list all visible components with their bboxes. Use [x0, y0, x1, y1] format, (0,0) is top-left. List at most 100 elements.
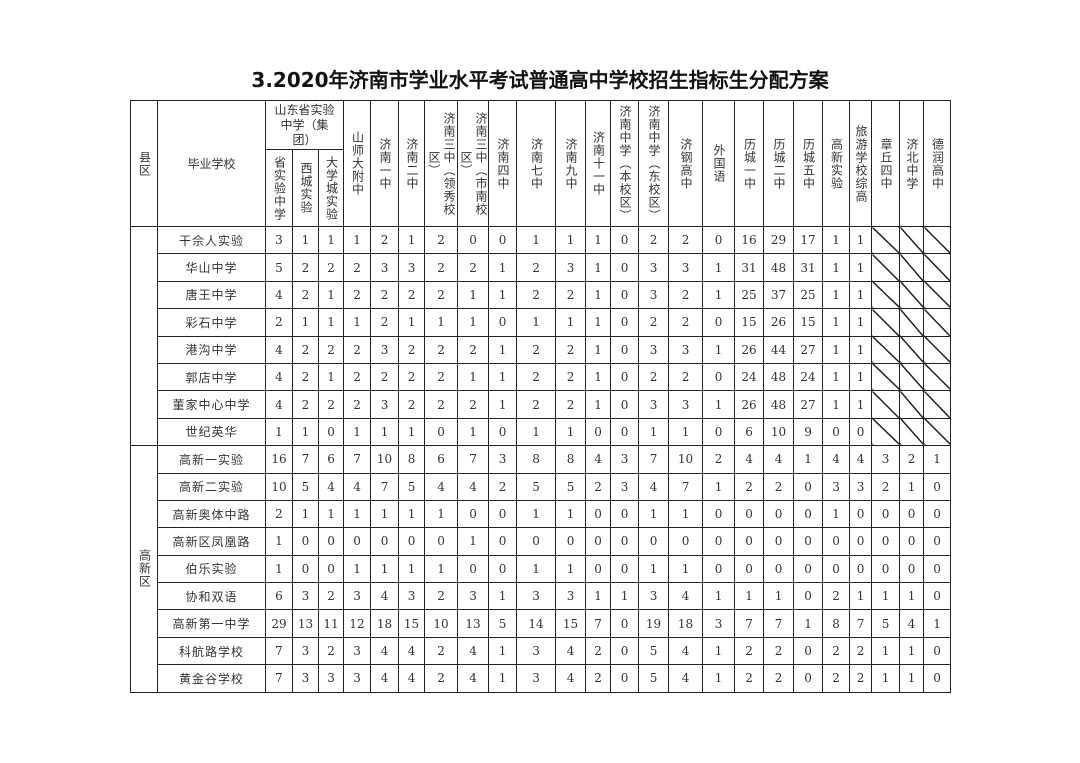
quota-cell: 1 — [317, 308, 345, 337]
quota-cell: 4 — [734, 445, 765, 474]
quota-cell: 2 — [398, 362, 426, 392]
not-applicable-cell — [899, 308, 925, 337]
quota-cell: 2 — [317, 582, 345, 611]
not-applicable-cell — [899, 280, 925, 310]
quota-cell: 2 — [265, 499, 293, 529]
not-applicable-cell — [871, 280, 901, 310]
quota-cell: 2 — [668, 308, 704, 337]
quota-cell: 1 — [849, 582, 873, 611]
school-name: 干佘人实验 — [157, 225, 266, 255]
quota-cell: 0 — [292, 527, 319, 556]
quota-cell: 1 — [370, 417, 400, 447]
quota-cell: 2 — [265, 308, 293, 337]
quota-cell: 3 — [610, 472, 640, 501]
table-row: 科航路学校 7 3 2 3 4 4 2 4 1 3 4 2 0 5 4 1 2 2 0 2 2 1 1 0 — [131, 636, 952, 666]
quota-cell: 4 — [849, 445, 873, 474]
quota-cell: 2 — [317, 253, 345, 282]
quota-cell: 0 — [763, 499, 795, 529]
quota-cell: 2 — [292, 253, 319, 282]
quota-cell: 0 — [822, 554, 851, 584]
quota-cell: 3 — [343, 636, 372, 666]
quota-cell: 1 — [265, 554, 293, 584]
quota-cell: 0 — [734, 554, 765, 584]
header-column-label: 旅游学校综高 — [854, 124, 869, 203]
quota-cell: 0 — [610, 499, 640, 529]
quota-cell: 27 — [793, 390, 824, 419]
quota-cell: 5 — [398, 472, 426, 501]
quota-cell: 2 — [899, 445, 925, 474]
quota-cell: 1 — [702, 664, 736, 693]
quota-cell: 3 — [370, 335, 400, 364]
quota-cell: 7 — [265, 664, 293, 693]
quota-cell: 3 — [457, 582, 490, 611]
quota-cell: 2 — [317, 390, 345, 419]
quota-cell: 3 — [265, 225, 293, 255]
header-column-label: 高新实验 — [829, 137, 844, 190]
quota-cell: 0 — [488, 554, 518, 584]
header-column: 山师大附中 — [343, 100, 372, 227]
quota-cell: 1 — [585, 308, 612, 337]
header-column: 济南四中 — [488, 100, 518, 227]
quota-cell: 0 — [610, 664, 640, 693]
quota-cell: 4 — [265, 390, 293, 419]
quota-cell: 2 — [398, 390, 426, 419]
quota-cell: 1 — [822, 308, 851, 337]
quota-cell: 2 — [516, 253, 557, 282]
quota-cell: 19 — [638, 609, 670, 638]
quota-cell: 2 — [424, 582, 459, 611]
not-applicable-cell — [923, 308, 952, 337]
quota-cell: 0 — [610, 225, 640, 255]
quota-cell: 0 — [734, 527, 765, 556]
quota-cell: 0 — [488, 225, 518, 255]
quota-cell: 2 — [370, 362, 400, 392]
quota-cell: 0 — [793, 636, 824, 666]
table-body: 干佘人实验 3 1 1 1 2 1 2 0 0 1 1 1 0 2 2 0 16 29 17 1 1 华山中学 5 2 2 2 3 3 2… — [130, 225, 952, 693]
quota-cell: 2 — [849, 636, 873, 666]
quota-cell: 1 — [457, 417, 490, 447]
quota-cell: 1 — [343, 225, 372, 255]
quota-cell: 1 — [488, 280, 518, 310]
quota-cell: 4 — [370, 636, 400, 666]
quota-cell: 3 — [370, 253, 400, 282]
school-name: 科航路学校 — [157, 636, 266, 666]
quota-cell: 1 — [822, 253, 851, 282]
school-name: 彩石中学 — [157, 308, 266, 337]
quota-cell: 0 — [793, 499, 824, 529]
quota-cell: 0 — [343, 527, 372, 556]
header-column-label: 济南三中（领秀校区） — [427, 111, 457, 216]
quota-cell: 1 — [822, 225, 851, 255]
quota-cell: 0 — [702, 362, 736, 392]
quota-cell: 1 — [457, 308, 490, 337]
school-name: 郭店中学 — [157, 362, 266, 392]
quota-cell: 0 — [793, 527, 824, 556]
quota-cell: 2 — [555, 335, 587, 364]
quota-cell: 1 — [822, 280, 851, 310]
quota-cell: 0 — [638, 527, 670, 556]
quota-cell: 1 — [370, 554, 400, 584]
header-group-column-label: 省实验中学 — [272, 155, 287, 221]
quota-cell: 0 — [292, 554, 319, 584]
school-name: 高新区凤凰路 — [157, 527, 266, 556]
quota-cell: 1 — [398, 499, 426, 529]
not-applicable-cell — [871, 225, 901, 255]
quota-cell: 2 — [734, 636, 765, 666]
quota-cell: 3 — [555, 582, 587, 611]
table-row: 高新二实验 10 5 4 4 7 5 4 4 2 5 5 2 3 4 7 1 2 2 0 3 3 2 1 0 — [131, 472, 952, 501]
quota-cell: 1 — [849, 280, 873, 310]
header-column-label: 济南二中 — [405, 137, 420, 190]
quota-cell: 1 — [292, 308, 319, 337]
quota-cell: 0 — [317, 417, 345, 447]
quota-cell: 1 — [849, 390, 873, 419]
quota-cell: 0 — [793, 582, 824, 611]
quota-cell: 5 — [516, 472, 557, 501]
not-applicable-cell — [923, 417, 952, 447]
quota-cell: 0 — [585, 417, 612, 447]
quota-cell: 3 — [668, 335, 704, 364]
quota-cell: 0 — [610, 527, 640, 556]
header-column: 历城五中 — [793, 100, 824, 227]
quota-cell: 1 — [555, 225, 587, 255]
quota-cell: 0 — [610, 390, 640, 419]
quota-cell: 48 — [763, 253, 795, 282]
quota-cell: 1 — [292, 417, 319, 447]
quota-cell: 0 — [488, 499, 518, 529]
